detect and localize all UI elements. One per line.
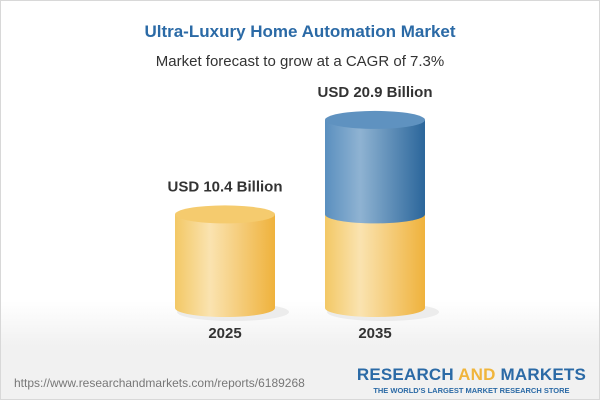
cylinder-2035-base-body	[325, 214, 425, 317]
logo-text: MARKETS	[495, 365, 586, 384]
category-label: 2035	[358, 325, 391, 342]
cylinder-2025-body	[175, 214, 275, 317]
cylinder-2025-top	[175, 205, 275, 224]
cylinder-2035-growth-body	[325, 119, 425, 224]
report-url[interactable]: https://www.researchandmarkets.com/repor…	[14, 376, 305, 390]
cylinder-2035-growth-top	[325, 110, 425, 129]
research-and-markets-logo: RESEARCH AND MARKETS THE WORLD'S LARGEST…	[357, 365, 586, 395]
logo-tagline: THE WORLD'S LARGEST MARKET RESEARCH STOR…	[373, 386, 570, 395]
logo-text: RESEARCH	[356, 365, 459, 384]
data-label: USD 20.9 Billion	[317, 84, 432, 101]
data-label: USD 10.4 Billion	[167, 178, 282, 195]
logo-text-and: AND	[458, 365, 496, 384]
chart-title: Ultra-Luxury Home Automation Market	[144, 22, 456, 41]
category-label: 2025	[208, 325, 241, 342]
chart-subtitle: Market forecast to grow at a CAGR of 7.3…	[155, 53, 445, 70]
